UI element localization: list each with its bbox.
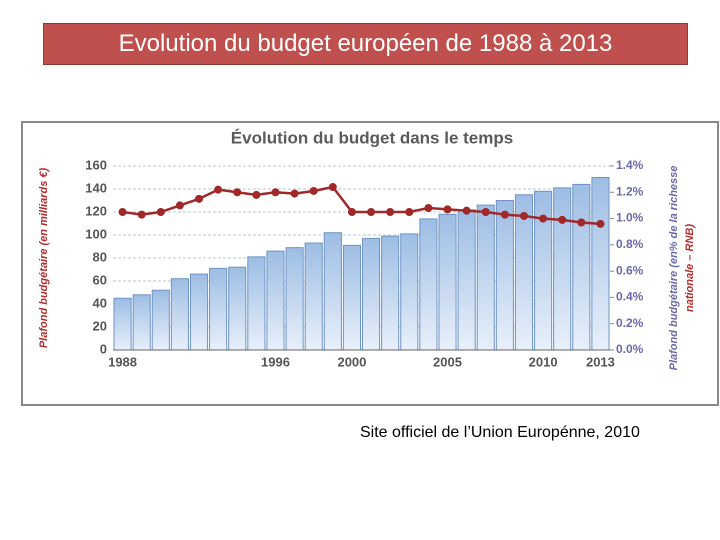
- line-marker: [500, 210, 509, 219]
- bar: [209, 267, 228, 351]
- y2-tick-label: 1.0%: [616, 211, 644, 225]
- y2-axis-label: nationale – RNB): [684, 224, 696, 312]
- y-tick-label: 60: [93, 272, 107, 287]
- y-tick-label: 80: [93, 249, 107, 264]
- bar: [419, 218, 438, 351]
- line-marker: [195, 194, 204, 203]
- line-marker: [539, 214, 548, 223]
- bar: [132, 294, 151, 351]
- y-tick-label: 140: [85, 180, 107, 195]
- line-marker: [596, 219, 605, 228]
- x-tick-label: 2005: [433, 354, 462, 369]
- bar: [266, 250, 285, 351]
- line-marker: [175, 201, 184, 210]
- line-marker: [519, 211, 528, 220]
- caption: Site officiel de l’Union Europénne, 2010: [360, 424, 640, 441]
- y-tick-label: 160: [85, 157, 107, 172]
- y2-tick-label: 0.8%: [616, 237, 644, 251]
- y2-tick-label: 0.0%: [616, 342, 644, 356]
- line-marker: [290, 189, 299, 198]
- bar: [285, 247, 304, 351]
- x-tick-label: 2000: [337, 354, 366, 369]
- bar: [381, 235, 400, 351]
- y2-axis-label: Plafond budgétaire (en% de la richesse: [668, 166, 680, 371]
- bar: [572, 183, 591, 351]
- y-tick-label: 20: [93, 318, 107, 333]
- y-tick-label: 100: [85, 226, 107, 241]
- line-marker: [347, 208, 356, 216]
- chart: Évolution du budget dans le temps Plafon…: [21, 121, 719, 406]
- line-marker: [233, 188, 242, 197]
- bar: [400, 233, 419, 351]
- line-marker: [328, 183, 337, 192]
- line-marker: [558, 215, 567, 224]
- bar: [228, 266, 247, 351]
- y-tick-label: 120: [85, 203, 107, 218]
- bar: [247, 256, 266, 351]
- y-tick-label: 0: [100, 341, 107, 356]
- slide-title: Evolution du budget européen de 1988 à 2…: [43, 23, 688, 65]
- line-marker: [386, 208, 395, 216]
- line-marker: [481, 208, 490, 216]
- line-marker: [271, 188, 280, 197]
- line-marker: [462, 206, 471, 215]
- line-marker: [137, 210, 146, 219]
- line-marker: [443, 205, 452, 214]
- y2-tick-label: 1.4%: [616, 158, 644, 172]
- bar: [304, 242, 323, 351]
- bar: [342, 244, 361, 351]
- bar: [362, 237, 381, 351]
- bar: [189, 273, 209, 351]
- y2-tick-label: 1.2%: [616, 184, 644, 198]
- chart-title: Évolution du budget dans le temps: [231, 128, 513, 147]
- line-marker: [405, 208, 414, 216]
- bar: [553, 187, 572, 351]
- bar: [476, 204, 495, 351]
- bar: [438, 213, 457, 351]
- line-marker: [214, 185, 223, 194]
- line-marker: [424, 204, 433, 213]
- y2-tick-label: 0.6%: [616, 263, 644, 277]
- x-tick-label: 2013: [586, 354, 615, 369]
- line-marker: [577, 218, 586, 227]
- bar: [591, 177, 610, 351]
- line-marker: [367, 208, 376, 216]
- bar: [170, 278, 189, 351]
- line-marker: [309, 186, 318, 195]
- bar: [457, 209, 476, 351]
- bar: [151, 289, 170, 351]
- line-marker: [156, 208, 165, 216]
- x-tick-label: 1988: [108, 354, 137, 369]
- line-marker: [118, 208, 127, 216]
- line-marker: [252, 190, 261, 199]
- x-tick-label: 2010: [529, 354, 558, 369]
- y2-tick-label: 0.2%: [616, 316, 644, 330]
- y-axis-label: Plafond budgétaire (en milliards €): [38, 168, 50, 349]
- y2-tick-label: 0.4%: [616, 290, 644, 304]
- y-tick-label: 40: [93, 295, 107, 310]
- bar: [113, 297, 132, 351]
- bar: [495, 200, 514, 351]
- x-tick-label: 1996: [261, 354, 290, 369]
- bar: [323, 232, 342, 351]
